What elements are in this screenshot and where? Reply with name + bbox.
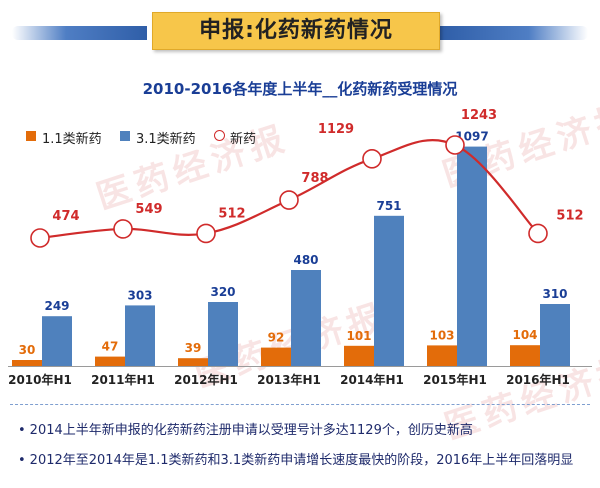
- note-1-text: 2014上半年新申报的化药新药注册申请以受理号计多达1129个，创历史新高: [29, 423, 473, 438]
- x-tick-label: 2011年H1: [91, 372, 155, 387]
- x-tick-label: 2013年H1: [257, 372, 321, 387]
- bar-3-1: [540, 304, 570, 366]
- data-label-new-drug: 1243: [461, 108, 497, 123]
- bar-3-1: [42, 316, 72, 366]
- note-bullet: •: [18, 423, 26, 438]
- header-decor-left: [12, 26, 147, 40]
- x-tick-label: 2012年H1: [174, 372, 238, 387]
- line-marker-new-drug: [279, 190, 299, 210]
- note-2: • 2012年至2014年是1.1类新药和3.1类新药申请增长速度最快的阶段，20…: [18, 449, 573, 468]
- data-label-3-1: 310: [542, 287, 567, 301]
- bar-1-1: [12, 360, 42, 366]
- legend-label-new-drug: 新药: [230, 132, 257, 147]
- bar-3-1: [374, 215, 404, 366]
- bar-1-1: [178, 358, 208, 366]
- data-label-new-drug: 788: [301, 171, 328, 186]
- header-decor-right: [440, 26, 588, 40]
- line-marker-new-drug: [30, 228, 50, 248]
- data-label-1-1: 30: [19, 343, 36, 357]
- bar-1-1: [95, 356, 125, 366]
- line-marker-new-drug: [196, 223, 216, 244]
- note-bullet: •: [18, 453, 26, 468]
- page-title: 申报:化药新药情况: [152, 12, 440, 50]
- line-marker-new-drug: [528, 223, 548, 244]
- bar-1-1: [344, 345, 374, 366]
- data-label-new-drug: 512: [218, 206, 245, 221]
- data-label-new-drug: 474: [52, 209, 79, 224]
- chart-title: 2010-2016各年度上半年__化药新药受理情况: [142, 80, 458, 98]
- data-label-new-drug: 512: [556, 208, 583, 223]
- legend-swatch-1-1: [26, 131, 36, 141]
- bar-1-1: [427, 345, 457, 366]
- line-marker-new-drug: [362, 148, 382, 169]
- bar-1-1: [510, 345, 540, 366]
- note-2-text: 2012年至2014年是1.1类新药和3.1类新药申请增长速度最快的阶段，201…: [29, 453, 574, 468]
- data-label-1-1: 39: [185, 341, 202, 355]
- data-label-new-drug: 549: [135, 202, 162, 217]
- header-bar: 申报:化药新药情况: [0, 0, 600, 50]
- x-tick-label: 2010年H1: [8, 372, 72, 387]
- bar-3-1: [291, 270, 321, 366]
- x-tick-label: 2016年H1: [506, 372, 570, 387]
- data-label-3-1: 480: [293, 253, 318, 267]
- bar-1-1: [261, 347, 291, 366]
- legend-swatch-3-1: [120, 131, 130, 141]
- data-label-3-1: 249: [44, 299, 69, 313]
- data-label-3-1: 320: [210, 285, 235, 299]
- data-label-1-1: 101: [346, 329, 371, 343]
- legend-label-1-1: 1.1类新药: [42, 132, 102, 147]
- legend-label-3-1: 3.1类新药: [136, 132, 196, 147]
- x-tick-label: 2015年H1: [423, 372, 487, 387]
- data-label-new-drug: 1129: [318, 122, 354, 137]
- line-marker-new-drug: [113, 219, 133, 239]
- data-label-3-1: 751: [376, 199, 401, 213]
- data-label-1-1: 103: [429, 328, 454, 342]
- note-1: • 2014上半年新申报的化药新药注册申请以受理号计多达1129个，创历史新高: [18, 419, 473, 438]
- line-marker-new-drug: [445, 135, 465, 155]
- bar-3-1: [125, 305, 155, 366]
- bar-3-1: [208, 302, 238, 366]
- x-tick-label: 2014年H1: [340, 372, 404, 387]
- legend-marker-new-drug: [214, 130, 225, 141]
- data-label-1-1: 47: [102, 340, 119, 354]
- notes-section: • 2014上半年新申报的化药新药注册申请以受理号计多达1129个，创历史新高 •…: [10, 404, 590, 483]
- data-label-1-1: 92: [268, 331, 285, 345]
- data-label-1-1: 104: [512, 328, 537, 342]
- bar-3-1: [457, 146, 487, 366]
- data-label-3-1: 303: [127, 288, 152, 302]
- data-label-3-1: 1097: [455, 130, 488, 144]
